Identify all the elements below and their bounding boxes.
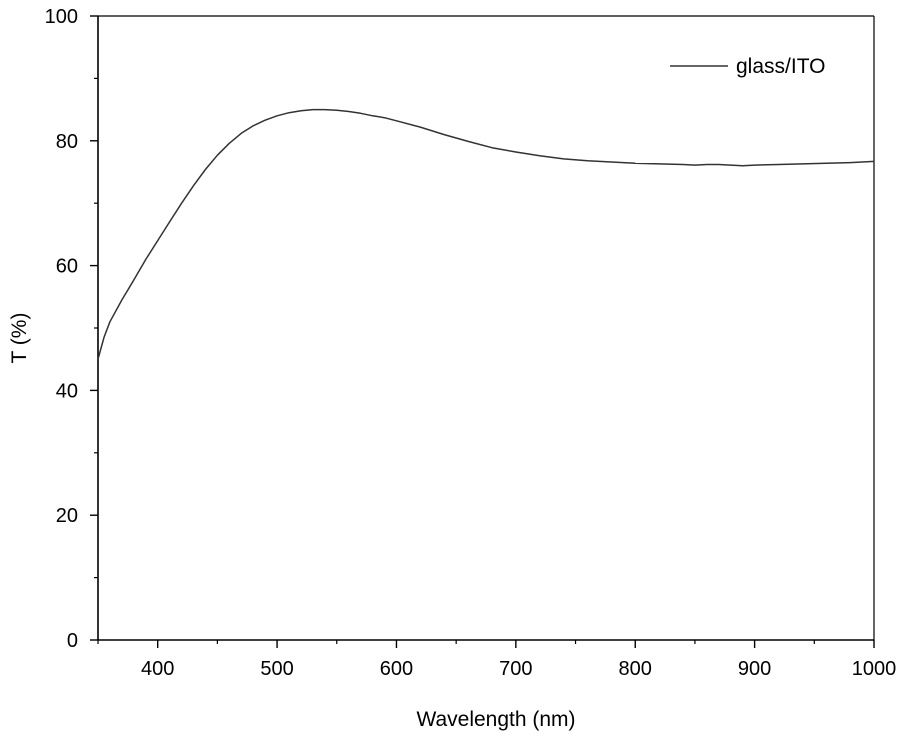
x-tick-label: 800 [619, 658, 652, 680]
x-tick-label: 400 [141, 658, 174, 680]
y-tick-label: 0 [67, 630, 78, 652]
plot-layer: 400 500 600 700 800 900 1000 0 20 40 60 80 100 Wavele… [8, 6, 896, 731]
series-line-glass-ito [97, 108, 875, 360]
y-tick-label: 20 [56, 505, 78, 527]
x-tick-label: 1000 [852, 658, 897, 680]
y-tick-label: 80 [56, 131, 78, 153]
x-tick-label: 600 [380, 658, 413, 680]
x-tick-label: 700 [499, 658, 532, 680]
y-tick-label: 40 [56, 380, 78, 402]
y-axis-title: T (%) [8, 313, 31, 364]
x-tick-label: 500 [260, 658, 293, 680]
x-axis-title: Wavelength (nm) [416, 708, 575, 731]
legend-label: glass/ITO [736, 55, 825, 78]
y-tick-label: 100 [45, 6, 78, 28]
x-tick-label: 900 [738, 658, 771, 680]
y-tick-label: 60 [56, 256, 78, 278]
